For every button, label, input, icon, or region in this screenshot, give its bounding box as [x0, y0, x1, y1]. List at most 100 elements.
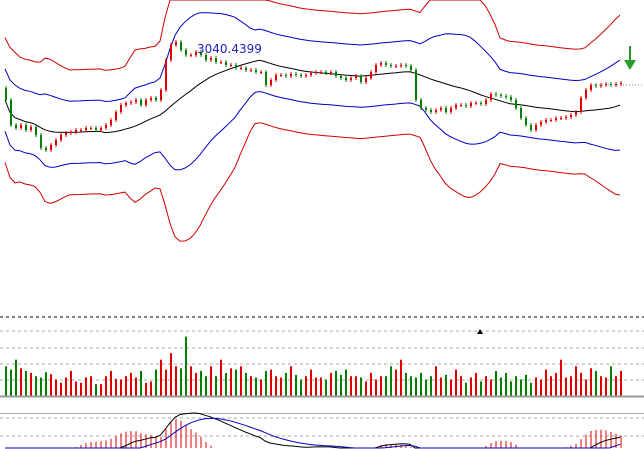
volume-bar	[515, 376, 517, 396]
candle-body	[435, 110, 437, 112]
candle-body	[515, 100, 517, 108]
candle-body	[560, 118, 562, 119]
candle-body	[150, 98, 152, 100]
candle-body	[10, 100, 12, 125]
volume-bar	[190, 366, 192, 396]
volume-bar	[220, 359, 222, 396]
volume-bar	[35, 376, 37, 396]
volume-bar	[300, 379, 302, 396]
volume-bar	[420, 372, 422, 396]
candle-body	[355, 76, 357, 78]
candle-body	[140, 100, 142, 105]
candle-body	[430, 110, 432, 112]
volume-bar	[360, 377, 362, 396]
volume-bar	[105, 376, 107, 396]
volume-bar	[310, 369, 312, 396]
volume-bar	[575, 366, 577, 396]
volume-bar	[115, 378, 117, 396]
volume-bar	[145, 382, 147, 396]
volume-bar	[340, 374, 342, 396]
candle-body	[5, 88, 7, 100]
volume-bar	[485, 376, 487, 396]
candle-body	[135, 100, 137, 102]
candle-body	[455, 105, 457, 108]
candle-body	[550, 120, 552, 121]
candle-body	[40, 135, 42, 148]
volume-bar	[520, 379, 522, 396]
candle-body	[340, 76, 342, 78]
candle-body	[65, 133, 67, 135]
volume-bar	[20, 368, 22, 396]
candle-body	[130, 102, 132, 103]
volume-bar	[615, 376, 617, 396]
candle-body	[285, 75, 287, 76]
candle-body	[600, 85, 602, 86]
volume-bar	[550, 376, 552, 396]
candle-body	[615, 84, 617, 85]
candle-body	[545, 120, 547, 122]
volume-bar	[25, 370, 27, 396]
candle-body	[465, 105, 467, 106]
candle-body	[350, 78, 352, 80]
candle-body	[305, 75, 307, 76]
volume-bar	[480, 381, 482, 396]
volume-bar	[55, 379, 57, 396]
volume-bar	[470, 377, 472, 396]
candle-body	[475, 103, 477, 104]
volume-bar	[210, 366, 212, 396]
volume-bar	[100, 384, 102, 396]
volume-bar	[510, 381, 512, 396]
volume-bar	[260, 379, 262, 396]
volume-bar	[130, 372, 132, 396]
volume-bar	[265, 370, 267, 396]
candle-body	[95, 128, 97, 130]
outer-upper-band	[4, 0, 621, 71]
candle-body	[235, 65, 237, 68]
candle-body	[105, 125, 107, 128]
candle-body	[485, 100, 487, 104]
volume-bar	[335, 370, 337, 396]
volume-bar	[540, 379, 542, 396]
latest-price-arrow-icon	[624, 46, 636, 70]
volume-bar	[460, 376, 462, 396]
candle-body	[335, 72, 337, 76]
candle-body	[320, 72, 322, 73]
candle-body	[445, 108, 447, 112]
volume-bar	[320, 377, 322, 396]
volume-bar	[330, 372, 332, 396]
candle-body	[575, 112, 577, 115]
volume-bar	[125, 376, 127, 396]
candle-body	[395, 66, 397, 67]
candle-body	[170, 45, 172, 60]
candle-body	[60, 135, 62, 140]
candle-body	[280, 75, 282, 76]
candle-body	[195, 52, 197, 55]
candle-body	[35, 127, 37, 135]
volume-bar	[530, 382, 532, 396]
candle-body	[275, 75, 277, 80]
candle-body	[25, 125, 27, 130]
candle-body	[145, 100, 147, 105]
candle-body	[165, 60, 167, 90]
volume-bar	[595, 370, 597, 396]
macd-dea-line	[5, 417, 621, 449]
volume-bar	[50, 374, 52, 396]
candle-body	[480, 103, 482, 104]
candle-body	[345, 78, 347, 80]
volume-bar	[140, 370, 142, 396]
candle-body	[245, 68, 247, 70]
candle-body	[260, 72, 262, 73]
candle-body	[620, 83, 622, 84]
volume-bar	[555, 372, 557, 396]
volume-bar	[175, 366, 177, 396]
volume-bar	[565, 377, 567, 396]
candle-body	[300, 75, 302, 76]
volume-bar	[270, 369, 272, 396]
volume-bar	[620, 370, 622, 396]
volume-bar	[315, 377, 317, 396]
candle-body	[270, 80, 272, 85]
volume-bar	[400, 359, 402, 396]
candle-body	[495, 94, 497, 95]
candle-body	[365, 78, 367, 82]
